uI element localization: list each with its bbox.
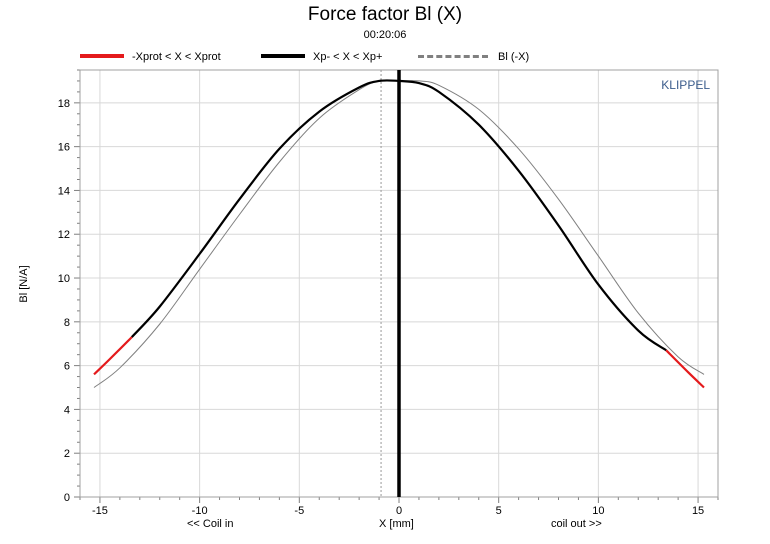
chart-subtitle: 00:20:06 xyxy=(363,29,407,41)
series-line-xprot-left xyxy=(93,336,133,376)
legend-label-xp: Xp- < X < Xp+ xyxy=(313,51,383,63)
y-axis-label: Bl [N/A] xyxy=(18,265,30,303)
y-tick-label: 16 xyxy=(58,142,70,154)
y-tick-label: 10 xyxy=(58,273,70,285)
x-tick-label: 5 xyxy=(496,505,502,517)
x-tick-label: 15 xyxy=(692,505,704,517)
y-tick-label: 2 xyxy=(64,448,70,460)
y-tick-label: 8 xyxy=(64,317,70,329)
brand-label: KLIPPEL xyxy=(661,78,710,92)
legend-swatch-gray xyxy=(418,55,488,58)
x-tick-label: -5 xyxy=(294,505,304,517)
data-lines xyxy=(93,70,705,497)
x-tick-label: 10 xyxy=(592,505,604,517)
legend-label-xprot: -Xprot < X < Xprot xyxy=(132,51,221,63)
tick-labels: -15 -10 -5 0 5 10 15 0 2 4 6 8 10 12 14 16 18 xyxy=(58,98,704,517)
y-tick-label: 4 xyxy=(64,404,70,416)
x-axis-label: X [mm] xyxy=(379,518,414,530)
legend-swatch-black xyxy=(261,54,305,58)
x-axis-label-coil-in: << Coil in xyxy=(187,518,234,530)
legend-label-bl-neg: Bl (-X) xyxy=(498,51,530,63)
x-tick-label: -10 xyxy=(192,505,208,517)
x-tick-label: 0 xyxy=(396,505,402,517)
y-tick-label: 6 xyxy=(64,361,70,373)
x-axis-label-coil-out: coil out >> xyxy=(551,518,602,530)
y-tick-label: 0 xyxy=(64,492,70,504)
chart-title: Force factor Bl (X) xyxy=(307,4,463,25)
y-tick-label: 14 xyxy=(58,185,70,197)
y-tick-label: 18 xyxy=(58,98,70,110)
x-tick-label: -15 xyxy=(92,505,108,517)
series-line-xp xyxy=(130,79,667,352)
legend-swatch-red xyxy=(80,54,124,58)
y-tick-label: 12 xyxy=(58,229,70,241)
series-line-xprot-right xyxy=(665,349,705,389)
axis-ticks xyxy=(74,69,719,503)
